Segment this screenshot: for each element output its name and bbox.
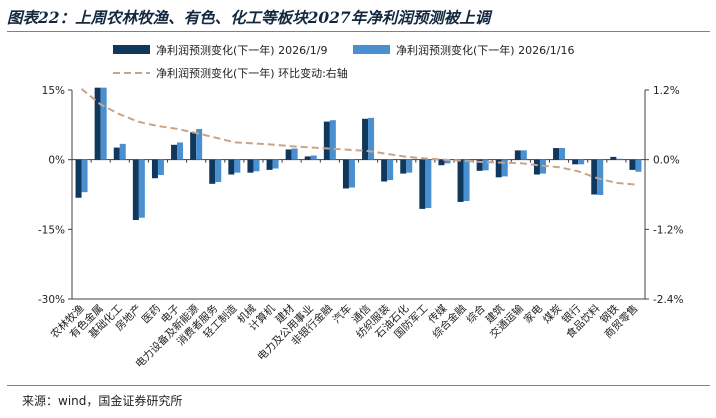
- bar-series-2026-1-16: [616, 158, 623, 160]
- bar-series-2026-1-16: [501, 159, 508, 177]
- legend-swatch-2026-1-16: [353, 45, 390, 54]
- x-category-label: 医药: [140, 303, 163, 326]
- bar-series-2026-1-9: [514, 150, 521, 160]
- right-tick-label: 0.0%: [653, 155, 680, 167]
- bar-series-2026-1-16: [406, 159, 413, 173]
- right-tick-label: -1.2%: [653, 224, 683, 236]
- left-tick-label: -30%: [38, 294, 65, 306]
- bar-series-2026-1-9: [171, 144, 178, 160]
- bar-series-2026-1-9: [113, 147, 120, 160]
- line-series-wow-change: [80, 88, 636, 186]
- bar-series-2026-1-16: [444, 159, 451, 164]
- bar-series-2026-1-16: [463, 159, 470, 202]
- title-divider: [7, 31, 710, 32]
- bar-series-2026-1-9: [533, 159, 540, 175]
- bar-series-2026-1-16: [520, 150, 527, 160]
- bar-series-2026-1-16: [425, 159, 432, 208]
- bar-series-2026-1-9: [247, 159, 254, 173]
- bar-series-2026-1-16: [348, 159, 355, 188]
- bar-series-2026-1-16: [138, 159, 145, 218]
- source-note: 来源：wind，国金证券研究所: [22, 394, 183, 408]
- bar-series-2026-1-9: [304, 156, 311, 160]
- bar-series-2026-1-16: [272, 159, 279, 169]
- left-tick-label: 15%: [42, 85, 65, 97]
- bar-series-2026-1-9: [591, 159, 598, 195]
- legend-label-2026-1-16: 净利润预测变化(下一年) 2026/1/16: [396, 43, 574, 57]
- bar-series-2026-1-16: [234, 159, 241, 173]
- bar-series-2026-1-9: [553, 148, 560, 160]
- bar-series-2026-1-9: [362, 118, 369, 160]
- bar-series-2026-1-16: [215, 159, 222, 182]
- bar-series-2026-1-9: [151, 159, 158, 179]
- bar-series-2026-1-16: [310, 155, 317, 160]
- bar-series-2026-1-9: [75, 159, 82, 198]
- bar-series-2026-1-16: [157, 159, 164, 175]
- x-category-label: 煤炭: [540, 302, 564, 326]
- bar-series-2026-1-9: [342, 159, 349, 189]
- bar-series-2026-1-16: [81, 159, 88, 193]
- bar-series-2026-1-9: [419, 159, 426, 209]
- left-tick-label: -15%: [38, 224, 65, 236]
- bar-series-2026-1-16: [329, 120, 336, 160]
- bar-series-2026-1-9: [190, 132, 197, 160]
- bar-series-2026-1-9: [209, 159, 216, 184]
- bar-series-2026-1-9: [266, 159, 273, 170]
- bar-series-2026-1-16: [482, 159, 489, 171]
- bar-line-chart: 15%0%-15%-30%1.2%0.0%-1.2%-2.4%农林牧渔有色金属基…: [38, 43, 684, 371]
- right-tick-label: -2.4%: [653, 294, 683, 306]
- footer-divider: [7, 385, 710, 386]
- bar-series-2026-1-9: [495, 159, 502, 178]
- bar-series-2026-1-16: [597, 159, 604, 195]
- bar-series-2026-1-16: [387, 159, 394, 181]
- bar-series-2026-1-16: [177, 142, 184, 160]
- bar-series-2026-1-16: [578, 159, 585, 165]
- bar-series-2026-1-9: [323, 121, 330, 160]
- left-tick-label: 0%: [48, 155, 65, 167]
- x-category-label: 汽车: [330, 302, 354, 326]
- bar-series-2026-1-9: [228, 159, 235, 175]
- bar-series-2026-1-9: [381, 159, 388, 182]
- bar-series-2026-1-9: [400, 159, 407, 174]
- legend-label-wow-line: 净利润预测变化(下一年) 环比变动:右轴: [156, 66, 348, 80]
- bar-series-2026-1-16: [291, 148, 298, 160]
- bar-series-2026-1-16: [368, 117, 375, 160]
- legend-swatch-2026-1-9: [113, 45, 150, 54]
- right-tick-label: 1.2%: [653, 85, 680, 97]
- bar-series-2026-1-9: [572, 159, 579, 165]
- x-category-label: 综合: [464, 302, 488, 326]
- bar-series-2026-1-16: [253, 159, 260, 172]
- bar-series-2026-1-9: [610, 156, 617, 160]
- chart-title: 图表22：上周农林牧渔、有色、化工等板块2027年净利润预测被上调: [7, 8, 491, 27]
- legend-label-2026-1-9: 净利润预测变化(下一年) 2026/1/9: [156, 43, 327, 57]
- bar-series-2026-1-9: [285, 149, 292, 160]
- bar-series-2026-1-16: [635, 159, 642, 172]
- bar-series-2026-1-16: [119, 143, 126, 160]
- x-category-label: 家电: [521, 302, 545, 326]
- bar-series-2026-1-16: [559, 148, 566, 160]
- bar-series-2026-1-9: [629, 159, 636, 170]
- bar-series-2026-1-9: [476, 159, 483, 171]
- bar-series-2026-1-9: [457, 159, 464, 202]
- bar-series-2026-1-9: [438, 159, 445, 166]
- bar-series-2026-1-9: [132, 159, 139, 221]
- bar-series-2026-1-16: [100, 87, 107, 160]
- bar-series-2026-1-9: [94, 87, 101, 160]
- bar-series-2026-1-16: [196, 129, 203, 160]
